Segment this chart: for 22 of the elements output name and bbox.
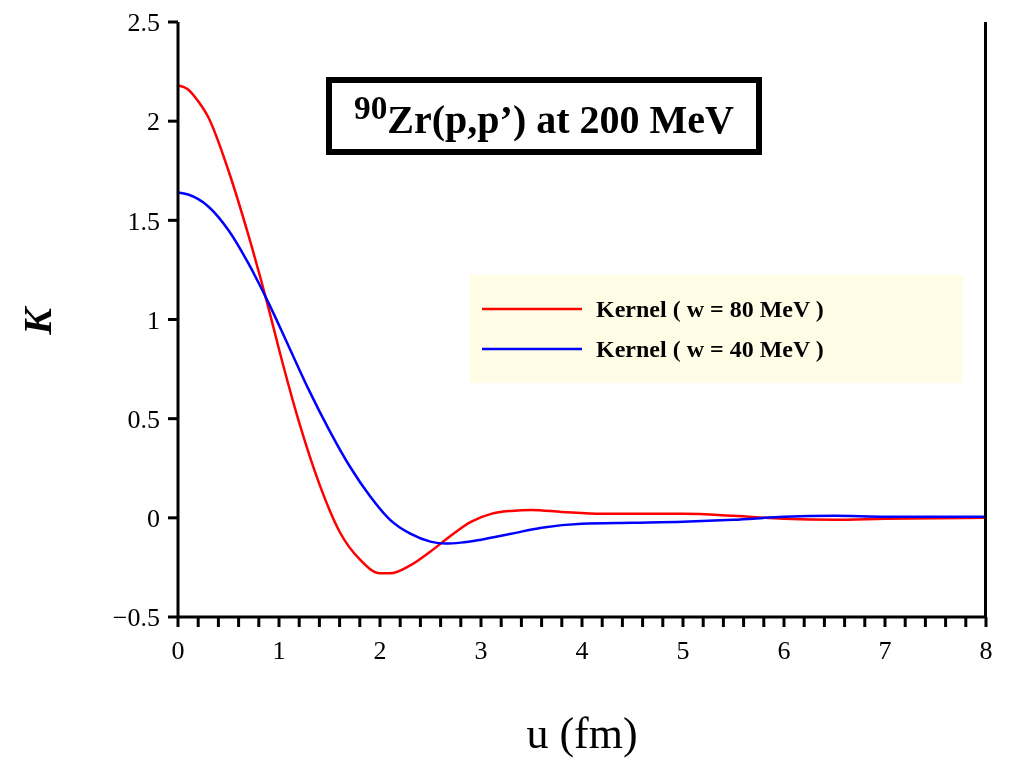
x-tick-label: 5 bbox=[676, 636, 690, 666]
x-tick-label: 2 bbox=[373, 636, 387, 666]
x-tick-label: 7 bbox=[878, 636, 892, 666]
x-tick-label: 6 bbox=[777, 636, 791, 666]
x-axis-title: u (fm) bbox=[525, 708, 639, 759]
y-tick-label: −0.5 bbox=[112, 603, 160, 633]
line-series bbox=[178, 191, 986, 545]
y-tick-label: 1 bbox=[147, 305, 160, 335]
x-tick-label: 1 bbox=[272, 636, 286, 666]
x-tick-label: 4 bbox=[575, 636, 589, 666]
x-tick-label: 0 bbox=[171, 636, 185, 666]
line-series bbox=[178, 84, 986, 575]
legend-label: Kernel ( w = 40 MeV ) bbox=[596, 335, 824, 363]
y-tick-label: 1.5 bbox=[127, 206, 160, 236]
x-tick-label: 3 bbox=[474, 636, 488, 666]
y-tick-label: 0.5 bbox=[127, 404, 160, 434]
y-tick-label: 2 bbox=[147, 107, 160, 137]
legend-label: Kernel ( w = 80 MeV ) bbox=[596, 295, 824, 323]
annotation: $^{90}$Zr(p,p’) at 200 MeV bbox=[326, 77, 762, 156]
y-tick-label: 0 bbox=[147, 504, 160, 534]
y-tick-label: 2.5 bbox=[127, 8, 160, 38]
x-tick-label: 8 bbox=[979, 636, 993, 666]
